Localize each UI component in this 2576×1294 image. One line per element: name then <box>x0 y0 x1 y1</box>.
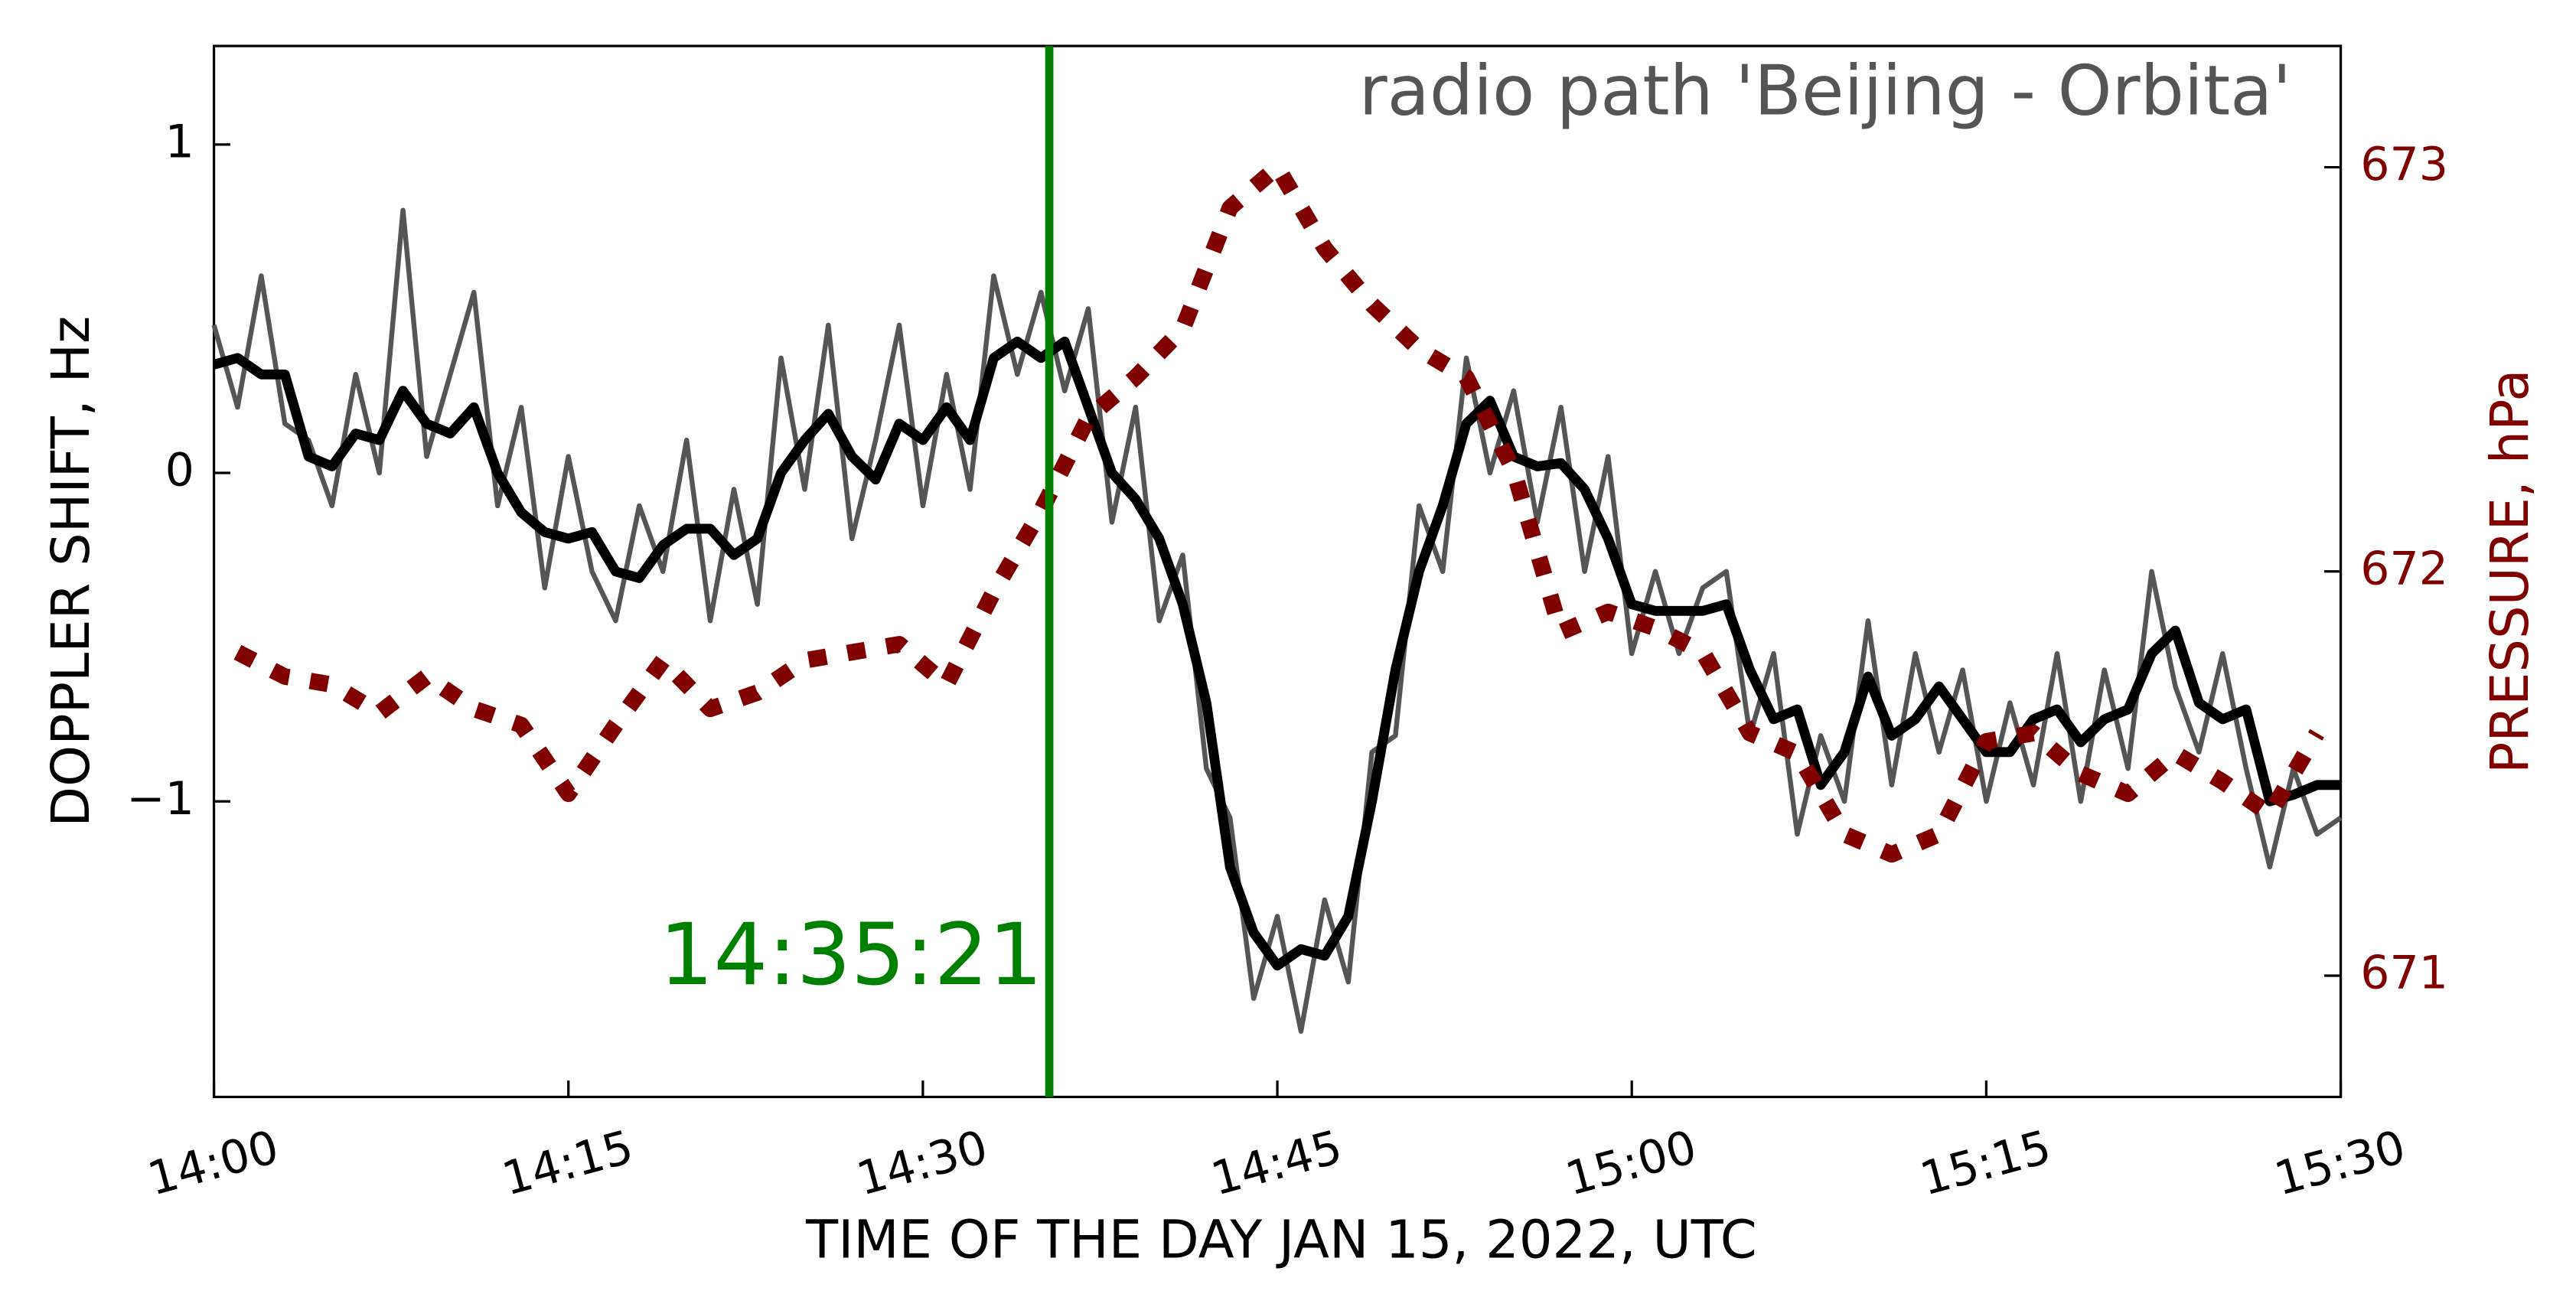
x-tick-label: 14:45 <box>1205 1120 1347 1206</box>
x-axis-label: TIME OF THE DAY JAN 15, 2022, UTC <box>805 1210 1756 1271</box>
y2-axis-label: PRESSURE, hPa <box>2480 370 2541 774</box>
x-tick-label: 15:15 <box>1915 1120 2056 1206</box>
x-tick-label: 14:15 <box>497 1120 638 1206</box>
y-tick-label: 1 <box>165 115 194 168</box>
y-tick-label: −1 <box>126 772 194 826</box>
doppler-line <box>211 207 2343 1034</box>
doppler-line <box>212 336 2341 971</box>
y2-tick-label: 672 <box>2360 542 2448 595</box>
event-label: 14:35:21 <box>659 905 1042 1005</box>
y2-tick-label: 673 <box>2360 138 2448 191</box>
y-tick-label: 0 <box>165 444 194 497</box>
y-axis-label: DOPPLER SHIFT, Hz <box>41 316 102 827</box>
x-tick-label: 15:30 <box>2269 1120 2411 1206</box>
x-tick-label: 15:00 <box>1560 1120 1702 1206</box>
x-tick-label: 14:00 <box>142 1120 284 1206</box>
pressure-line <box>233 158 2324 863</box>
chart-title: radio path 'Beijing - Orbita' <box>1359 51 2292 131</box>
x-tick-label: 14:30 <box>851 1120 993 1206</box>
plot-frame <box>212 44 2343 1099</box>
y2-tick-label: 671 <box>2360 947 2448 1000</box>
